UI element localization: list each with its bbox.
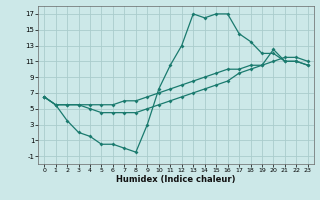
X-axis label: Humidex (Indice chaleur): Humidex (Indice chaleur) — [116, 175, 236, 184]
